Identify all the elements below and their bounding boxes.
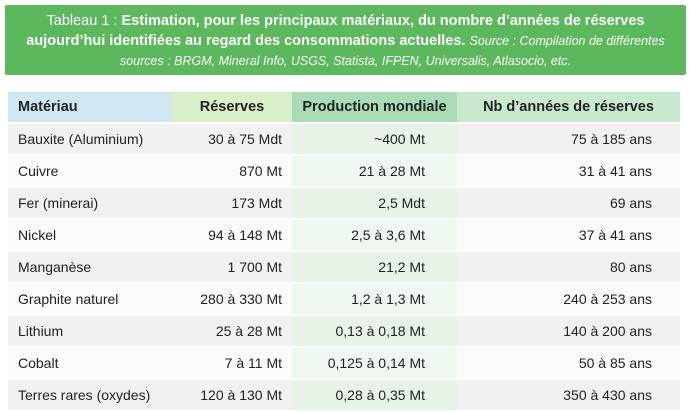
table-cell: Nickel (8, 219, 172, 252)
table-cell: 173 Mdt (172, 187, 292, 220)
table-row: Graphite naturel 280 à 330 Mt 1,2 à 1,3 Mt… (8, 283, 680, 316)
caption-label: Tableau 1 : (46, 13, 118, 29)
table-cell: Graphite naturel (8, 283, 172, 316)
table-row: Manganèse 1 700 Mt 21,2 Mt 80 ans (8, 251, 680, 284)
table-row: Nickel 94 à 148 Mt 2,5 à 3,6 Mt 37 à 41 ans (8, 219, 680, 252)
table-row: Cuivre 870 Mt 21 à 28 Mt 31 à 41 ans (8, 155, 680, 188)
table-cell: 30 à 75 Mdt (172, 123, 292, 156)
table-cell: 80 ans (457, 251, 680, 284)
table-cell: Fer (minerai) (8, 187, 172, 220)
table-body: Bauxite (Aluminium) 30 à 75 Mdt ~400 Mt 75 … (8, 123, 680, 412)
table-cell: 7 à 11 Mt (172, 347, 292, 380)
table-cell: 350 à 430 ans (457, 379, 680, 412)
table-cell: Cobalt (8, 347, 172, 380)
table-cell: ~400 Mt (292, 123, 457, 156)
table-cell: 69 ans (457, 187, 680, 220)
table-cell: 0,13 à 0,18 Mt (292, 315, 457, 348)
table-cell: Terres rares (oxydes) (8, 379, 172, 412)
caption-title: Estimation, pour les principaux matériau… (26, 13, 645, 49)
table-cell: 25 à 28 Mt (172, 315, 292, 348)
table-cell: Bauxite (Aluminium) (8, 123, 172, 156)
table-cell: 0,125 à 0,14 Mt (292, 347, 457, 380)
column-header: Nb d’années de réserves (457, 92, 680, 124)
table-cell: 140 à 200 ans (457, 315, 680, 348)
table-cell: 0,28 à 0,35 Mt (292, 379, 457, 412)
table-cell: Cuivre (8, 155, 172, 188)
table-row: Bauxite (Aluminium) 30 à 75 Mdt ~400 Mt 75 … (8, 123, 680, 156)
table-row: Terres rares (oxydes) 120 à 130 Mt 0,28 à … (8, 379, 680, 412)
header-row: Matériau Réserves Production mondiale Nb d’… (8, 92, 680, 124)
column-header: Matériau (8, 92, 172, 124)
table-cell: 2,5 Mdt (292, 187, 457, 220)
table-cell: 870 Mt (172, 155, 292, 188)
table-cell: 21,2 Mt (292, 251, 457, 284)
table-cell: Lithium (8, 315, 172, 348)
column-header: Production mondiale (292, 92, 457, 124)
table-row: Lithium 25 à 28 Mt 0,13 à 0,18 Mt 140 à 200… (8, 315, 680, 348)
table-cell: 1 700 Mt (172, 251, 292, 284)
page: Tableau 1 : Estimation, pour les princip… (5, 5, 686, 412)
table-cell: 240 à 253 ans (457, 283, 680, 316)
table-cell: 37 à 41 ans (457, 219, 680, 252)
caption: Tableau 1 : Estimation, pour les princip… (5, 5, 686, 75)
table-cell: 94 à 148 Mt (172, 219, 292, 252)
table-cell: 2,5 à 3,6 Mt (292, 219, 457, 252)
table-cell: 75 à 185 ans (457, 123, 680, 156)
caption-source: Source : Compilation de différentes sour… (119, 34, 665, 68)
table-cell: 50 à 85 ans (457, 347, 680, 380)
column-header: Réserves (172, 92, 292, 124)
table-cell: 1,2 à 1,3 Mt (292, 283, 457, 316)
data-table: Matériau Réserves Production mondiale Nb d’… (8, 92, 680, 412)
table-row: Fer (minerai) 173 Mdt 2,5 Mdt 69 ans (8, 187, 680, 220)
table-cell: 21 à 28 Mt (292, 155, 457, 188)
table-row: Cobalt 7 à 11 Mt 0,125 à 0,14 Mt 50 à 85 an… (8, 347, 680, 380)
table-cell: 31 à 41 ans (457, 155, 680, 188)
table-cell: 120 à 130 Mt (172, 379, 292, 412)
table-cell: 280 à 330 Mt (172, 283, 292, 316)
table-cell: Manganèse (8, 251, 172, 284)
